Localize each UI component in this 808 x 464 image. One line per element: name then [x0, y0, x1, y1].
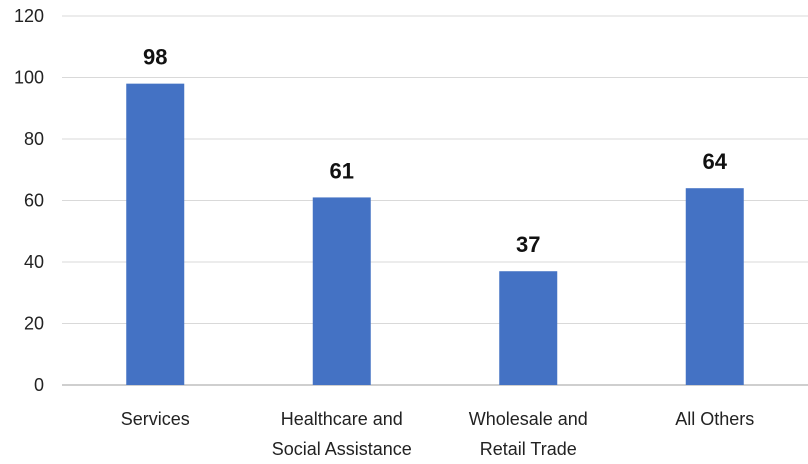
bar: [499, 271, 558, 385]
bar: [126, 83, 185, 386]
y-tick-label: 120: [14, 6, 44, 26]
gridlines: [62, 15, 808, 386]
x-axis-categories: Services Healthcare and Social Assistance W…: [121, 409, 755, 459]
y-tick-label: 40: [24, 252, 44, 272]
data-label: 98: [143, 45, 167, 70]
x-category-label: Healthcare and: [281, 409, 403, 429]
y-tick-label: 20: [24, 314, 44, 334]
y-axis-ticks: 0 20 40 60 80 100 120: [14, 6, 44, 395]
x-category-label: Social Assistance: [272, 439, 412, 459]
x-category-label: All Others: [675, 409, 754, 429]
data-label: 37: [516, 232, 540, 257]
data-label: 61: [330, 158, 354, 183]
bar: [685, 188, 744, 385]
data-label: 64: [703, 149, 728, 174]
y-tick-label: 60: [24, 191, 44, 211]
data-labels: 98 61 37 64: [143, 45, 728, 258]
x-category-label: Retail Trade: [480, 439, 577, 459]
bar: [312, 197, 371, 385]
y-tick-label: 100: [14, 68, 44, 88]
y-tick-label: 80: [24, 129, 44, 149]
bars: [126, 83, 744, 386]
x-category-label: Wholesale and: [469, 409, 588, 429]
x-category-label: Services: [121, 409, 190, 429]
y-tick-label: 0: [34, 375, 44, 395]
